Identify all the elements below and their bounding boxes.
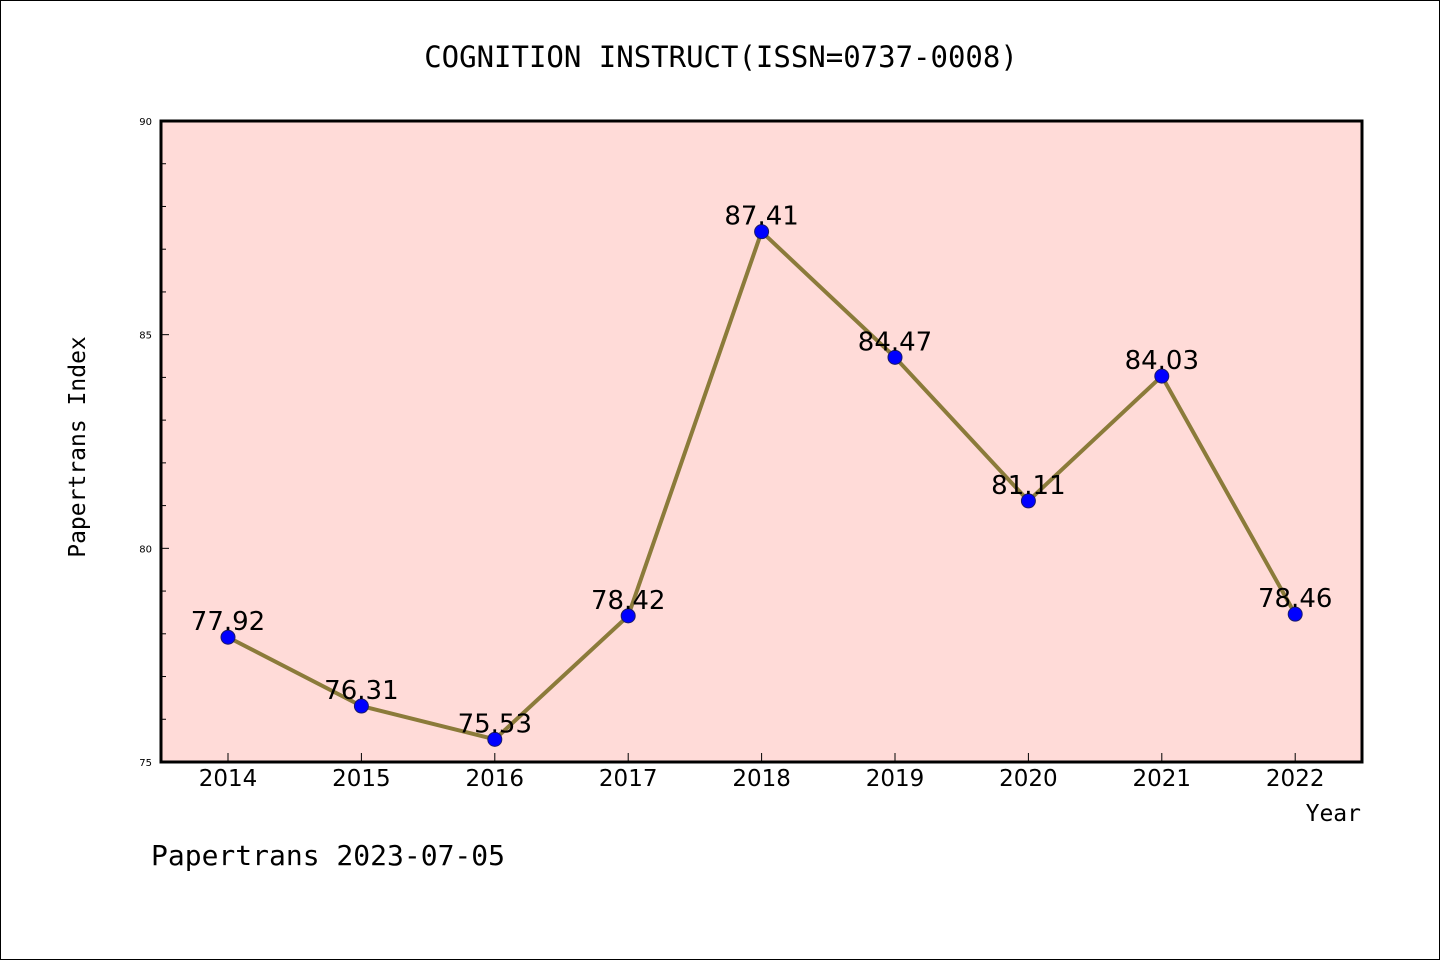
y-tick-label: 75	[139, 758, 152, 769]
x-tick-label: 2020	[999, 766, 1058, 792]
chart-title: COGNITION INSTRUCT(ISSN=0737-0008)	[424, 40, 1018, 74]
data-label: 84.03	[1125, 346, 1199, 376]
data-point	[487, 731, 503, 747]
data-point	[1020, 493, 1036, 509]
data-point	[1154, 368, 1170, 384]
footer-text: Papertrans 2023-07-05	[151, 839, 505, 872]
data-label: 84.47	[858, 327, 932, 357]
data-point	[1287, 606, 1303, 622]
data-point	[754, 224, 770, 240]
x-tick-label: 2021	[1133, 766, 1192, 792]
y-axis: 75 80 85 90	[139, 117, 169, 769]
data-point	[887, 349, 903, 365]
x-axis-label: Year	[1306, 801, 1361, 827]
data-label: 81.11	[991, 471, 1065, 501]
y-axis-label: Papertrans Index	[65, 336, 91, 558]
data-point	[220, 629, 236, 645]
x-tick-label: 2017	[599, 766, 658, 792]
x-tick-label: 2015	[332, 766, 391, 792]
data-label: 78.42	[591, 586, 665, 616]
data-label: 77.92	[191, 607, 265, 637]
x-tick-label: 2019	[866, 766, 925, 792]
x-tick-label: 2022	[1266, 766, 1325, 792]
y-tick-label: 80	[139, 544, 152, 555]
x-tick-label: 2014	[199, 766, 258, 792]
data-label: 87.41	[724, 202, 798, 232]
data-point	[620, 608, 636, 624]
data-label: 75.53	[458, 709, 532, 739]
y-tick-label: 85	[139, 331, 152, 342]
data-label: 78.46	[1258, 584, 1332, 614]
data-label: 76.31	[324, 676, 398, 706]
data-point	[353, 698, 369, 714]
data-series: 77.92 76.31 75.53 78.42 87.41 84.47 81.11 84.03…	[191, 202, 1332, 747]
x-tick-label: 2016	[466, 766, 525, 792]
x-axis: 2014 2015 2016 2017 2018 2019 2020 2021 2022	[199, 753, 1325, 792]
x-tick-label: 2018	[732, 766, 791, 792]
y-tick-label: 90	[139, 117, 152, 128]
